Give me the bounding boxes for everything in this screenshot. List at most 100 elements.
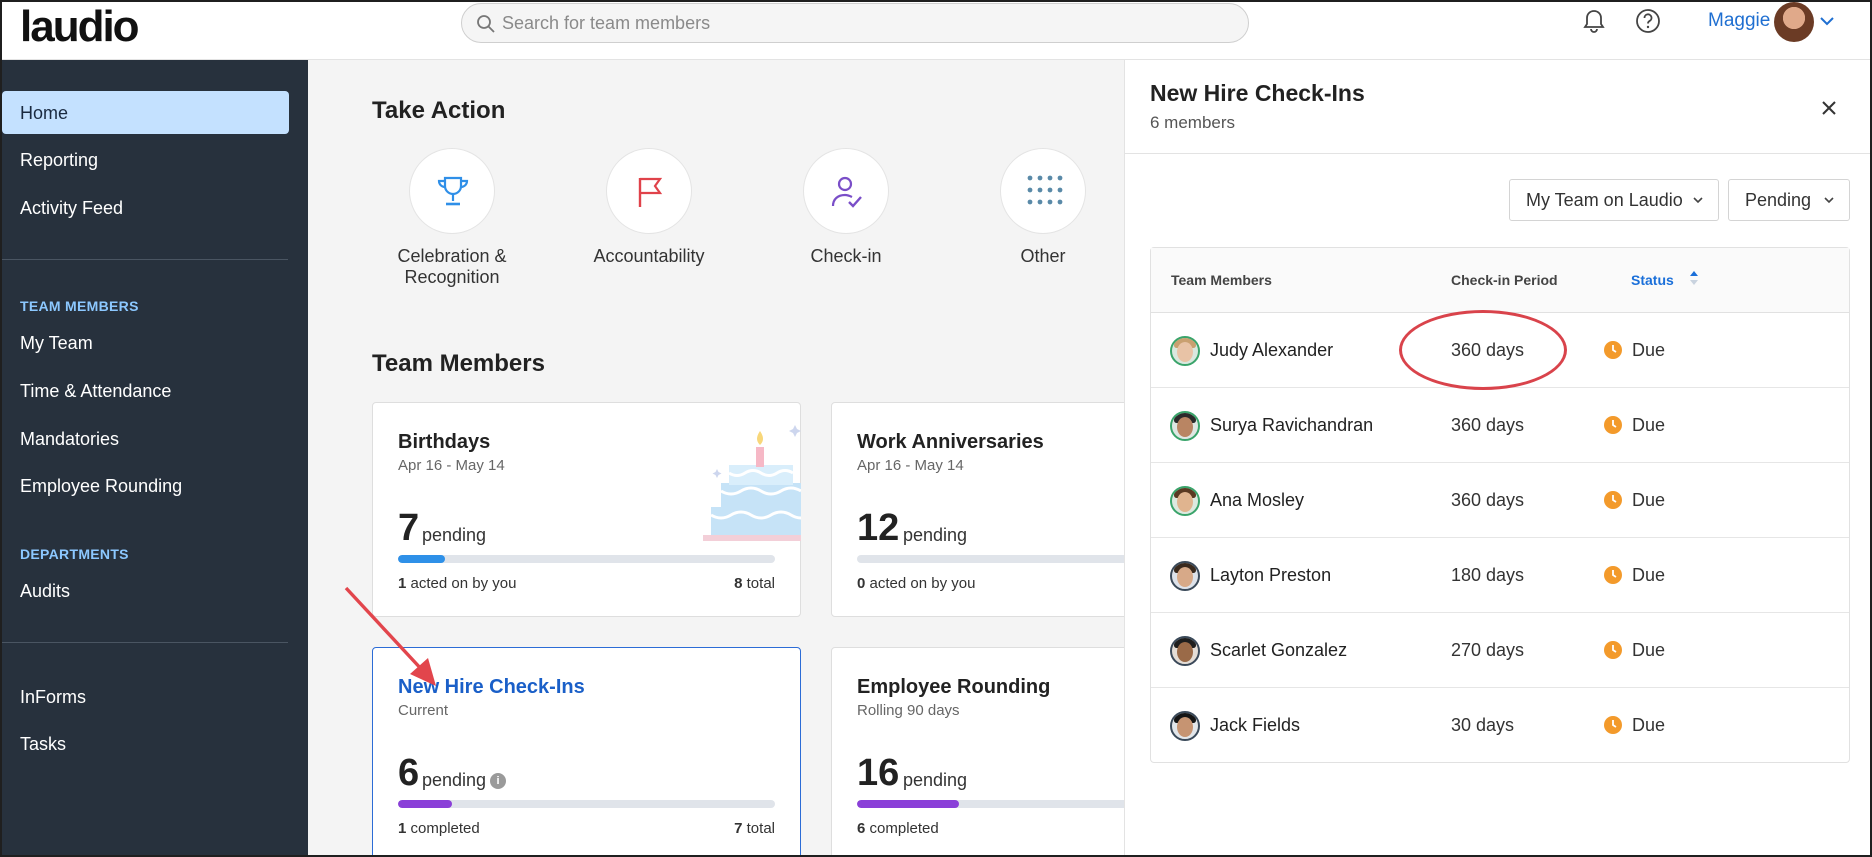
trophy-icon [437,176,469,206]
sidebar-item-audits[interactable]: Audits [20,581,71,601]
table-row[interactable]: Jack Fields 30 days Due [1151,688,1849,763]
status-text: Due [1632,415,1666,435]
avatar [1170,486,1200,516]
card-subtitle: Current [398,702,449,719]
search-icon [477,15,495,33]
footer-left-text: acted on by you [869,575,976,592]
column-status[interactable]: Status [1631,271,1698,288]
progress-bar [398,800,775,808]
user-avatar[interactable] [1774,2,1814,42]
column-team-members[interactable]: Team Members [1171,272,1272,288]
status-badge: Due [1604,340,1666,361]
action-label: Accountability [593,246,705,266]
status-badge: Due [1604,415,1666,436]
footer-right-text: total [746,575,775,592]
annotation-arrow [344,586,436,686]
card-employee-rounding[interactable]: Employee Rounding Rolling 90 days 16 pen… [831,647,1124,857]
clock-icon [1604,341,1622,359]
action-circle[interactable] [1000,148,1086,234]
card-pending-label: pending i [422,770,507,791]
table-header: Team Members Check-in Period Status [1151,248,1849,313]
avatar [1170,411,1200,441]
search-bar[interactable] [461,3,1249,43]
table-row[interactable]: Surya Ravichandran 360 days Due [1151,388,1849,463]
status-text: Due [1632,640,1666,660]
team-filter-dropdown[interactable]: My Team on Laudio [1509,179,1719,221]
sidebar: Home Reporting Activity Feed TEAM MEMBER… [0,60,308,857]
clock-icon [1604,716,1622,734]
card-subtitle: Apr 16 - May 14 [398,457,505,474]
action-circle[interactable] [803,148,889,234]
member-name[interactable]: Ana Mosley [1210,490,1305,510]
card-title: Birthdays [398,431,491,453]
info-icon[interactable]: i [490,773,507,790]
team-filter-value: My Team on Laudio [1526,190,1683,210]
footer-left-number: 1 [398,820,407,837]
sidebar-item-tasks[interactable]: Tasks [20,734,67,754]
sidebar-item-reporting[interactable]: Reporting [20,150,99,170]
sidebar-item-time-attendance[interactable]: Time & Attendance [20,381,172,401]
action-check-in[interactable]: Check-in [766,148,926,267]
bell-icon[interactable] [1580,7,1608,35]
user-menu-name[interactable]: Maggie [1708,10,1771,31]
progress-fill [398,555,446,563]
status-badge: Due [1604,640,1666,661]
footer-left-text: acted on by you [410,575,517,592]
card-new-hire-check-ins[interactable]: New Hire Check-Ins Current 6 pending i 1 … [372,647,801,857]
chevron-down-icon [1693,197,1703,204]
status-text: Due [1632,340,1666,360]
card-footer-right: 7 total [734,820,775,837]
sidebar-item-employee-rounding[interactable]: Employee Rounding [20,476,183,496]
footer-left-number: 0 [857,575,866,592]
close-icon[interactable] [1817,96,1841,120]
card-title[interactable]: New Hire Check-Ins [398,676,585,698]
card-count: 16 [857,752,900,794]
footer-right-number: 7 [734,820,743,837]
card-count: 6 [398,752,420,794]
panel-divider [1125,153,1872,154]
member-name[interactable]: Scarlet Gonzalez [1210,640,1348,660]
card-title: Work Anniversaries [857,431,1044,453]
sidebar-item-my-team[interactable]: My Team [20,333,93,353]
table-row[interactable]: Layton Preston 180 days Due [1151,538,1849,613]
card-footer-left: 0 acted on by you [857,575,975,592]
new-hire-check-ins-panel: New Hire Check-Ins 6 members My Team on … [1124,60,1872,857]
action-celebration-recognition[interactable]: Celebration & Recognition [372,148,532,288]
sidebar-item-activity-feed[interactable]: Activity Feed [20,198,124,218]
member-name[interactable]: Jack Fields [1210,715,1301,735]
flag-icon [638,177,663,207]
laudio-logo[interactable]: laudio [20,2,140,51]
chevron-down-icon[interactable] [1818,12,1836,30]
clock-icon [1604,566,1622,584]
user-check-icon [831,176,862,208]
check-in-period: 30 days [1451,715,1515,735]
search-input[interactable] [502,4,1232,42]
action-label: Check-in [810,246,882,266]
action-circle[interactable] [606,148,692,234]
footer-left-number: 6 [857,820,866,837]
member-name[interactable]: Layton Preston [1210,565,1332,585]
column-check-in-period[interactable]: Check-in Period [1451,272,1558,288]
progress-fill [398,800,452,808]
action-circle[interactable] [409,148,495,234]
main-content: Take Action Celebration & Recognition Ac… [308,60,1124,857]
help-icon[interactable] [1634,7,1662,35]
status-badge: Due [1604,490,1665,511]
card-birthdays[interactable]: Birthdays Apr 16 - May 14 7 pending 1 ac… [372,402,801,617]
action-label: Other [1020,246,1066,266]
status-badge: Due [1604,715,1665,736]
member-name[interactable]: Surya Ravichandran [1210,415,1374,435]
sidebar-heading-team-members: TEAM MEMBERS [20,298,139,314]
sidebar-item-home[interactable]: Home [2,91,289,134]
action-other[interactable]: Other [963,148,1123,267]
table-row[interactable]: Scarlet Gonzalez 270 days Due [1151,613,1849,688]
card-pending-label: pending [422,525,487,545]
sidebar-item-mandatories[interactable]: Mandatories [20,429,120,449]
sidebar-item-informs[interactable]: InForms [20,687,87,707]
table-row[interactable]: Ana Mosley 360 days Due [1151,463,1849,538]
member-name[interactable]: Judy Alexander [1210,340,1334,360]
status-filter-dropdown[interactable]: Pending [1728,179,1850,221]
action-accountability[interactable]: Accountability [569,148,729,267]
footer-left-number: 1 [398,575,407,592]
card-work-anniversaries[interactable]: Work Anniversaries Apr 16 - May 14 12 pe… [831,402,1124,617]
